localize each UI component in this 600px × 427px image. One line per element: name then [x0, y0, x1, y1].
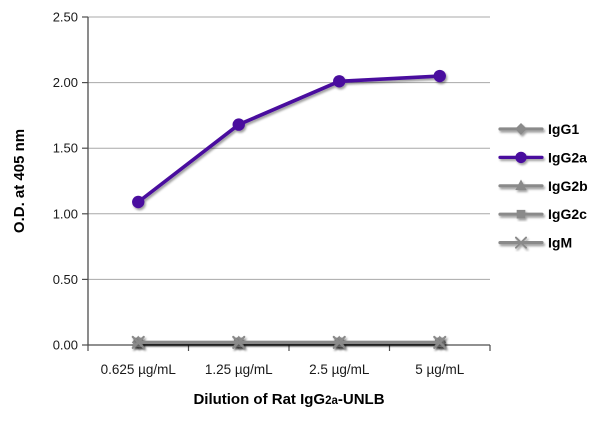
legend-label: IgM: [548, 235, 572, 251]
legend-key-IgG2c: [498, 209, 544, 219]
legend-label: IgG2a: [548, 149, 587, 165]
legend-item-IgG2a: IgG2a: [498, 149, 587, 165]
marker-x: [232, 335, 246, 349]
marker-circle: [132, 195, 145, 209]
legend-label: IgG1: [548, 121, 579, 137]
y-tick-label: 1.00: [53, 206, 78, 221]
y-tick-label: 0.50: [53, 272, 78, 287]
y-axis-title: O.D. at 405 nm: [11, 129, 28, 233]
x-axis-title-suffix: -UNLB: [338, 391, 385, 408]
marker-diamond: [515, 123, 527, 135]
x-category-label: 5 µg/mL: [415, 362, 465, 377]
x-category-label: 1.25 µg/mL: [205, 362, 273, 377]
legend: IgG1 IgG2a IgG2b IgG2c IgM: [498, 121, 588, 251]
legend-item-IgG2c: IgG2c: [498, 206, 587, 222]
y-tick-label: 0.00: [53, 338, 78, 353]
legend-item-IgG1: IgG1: [498, 121, 579, 137]
y-tick-label: 1.50: [53, 141, 78, 156]
x-category-label: 2.5 µg/mL: [309, 362, 370, 377]
marker-x: [332, 335, 346, 349]
x-category-label: 0.625 µg/mL: [101, 362, 177, 377]
legend-label: IgG2c: [548, 206, 587, 222]
y-tick-label: 2.00: [53, 75, 78, 90]
series-IgG2a: [132, 69, 446, 209]
marker-circle: [433, 69, 446, 83]
marker-x: [514, 236, 528, 249]
marker-circle: [515, 151, 527, 164]
legend-key-IgM: [498, 236, 544, 249]
marker-square: [516, 209, 526, 219]
marker-circle: [333, 75, 346, 88]
legend-label: IgG2b: [548, 178, 588, 194]
legend-item-IgM: IgM: [498, 235, 572, 251]
legend-key-IgG1: [498, 123, 544, 135]
x-axis-title-sub: 2a: [325, 395, 338, 407]
x-axis-title-prefix: Dilution of Rat IgG: [193, 391, 325, 408]
y-tick-label: 2.50: [53, 10, 78, 25]
series-IgM: [131, 335, 447, 349]
legend-key-IgG2a: [498, 151, 544, 164]
marker-circle: [232, 118, 245, 131]
series-line-IgG2a: [136, 74, 442, 204]
marker-x: [131, 335, 145, 349]
marker-x: [433, 335, 447, 349]
legend-item-IgG2b: IgG2b: [498, 178, 588, 194]
plot-area: 0.00 0.50 1.00 1.50 2.00 2.50 0.625 µg/mL 1.25 …: [53, 10, 491, 377]
legend-key-IgG2b: [498, 179, 544, 191]
x-axis-title: Dilution of Rat IgG2a-UNLB: [193, 391, 384, 408]
marker-triangle: [515, 179, 527, 191]
